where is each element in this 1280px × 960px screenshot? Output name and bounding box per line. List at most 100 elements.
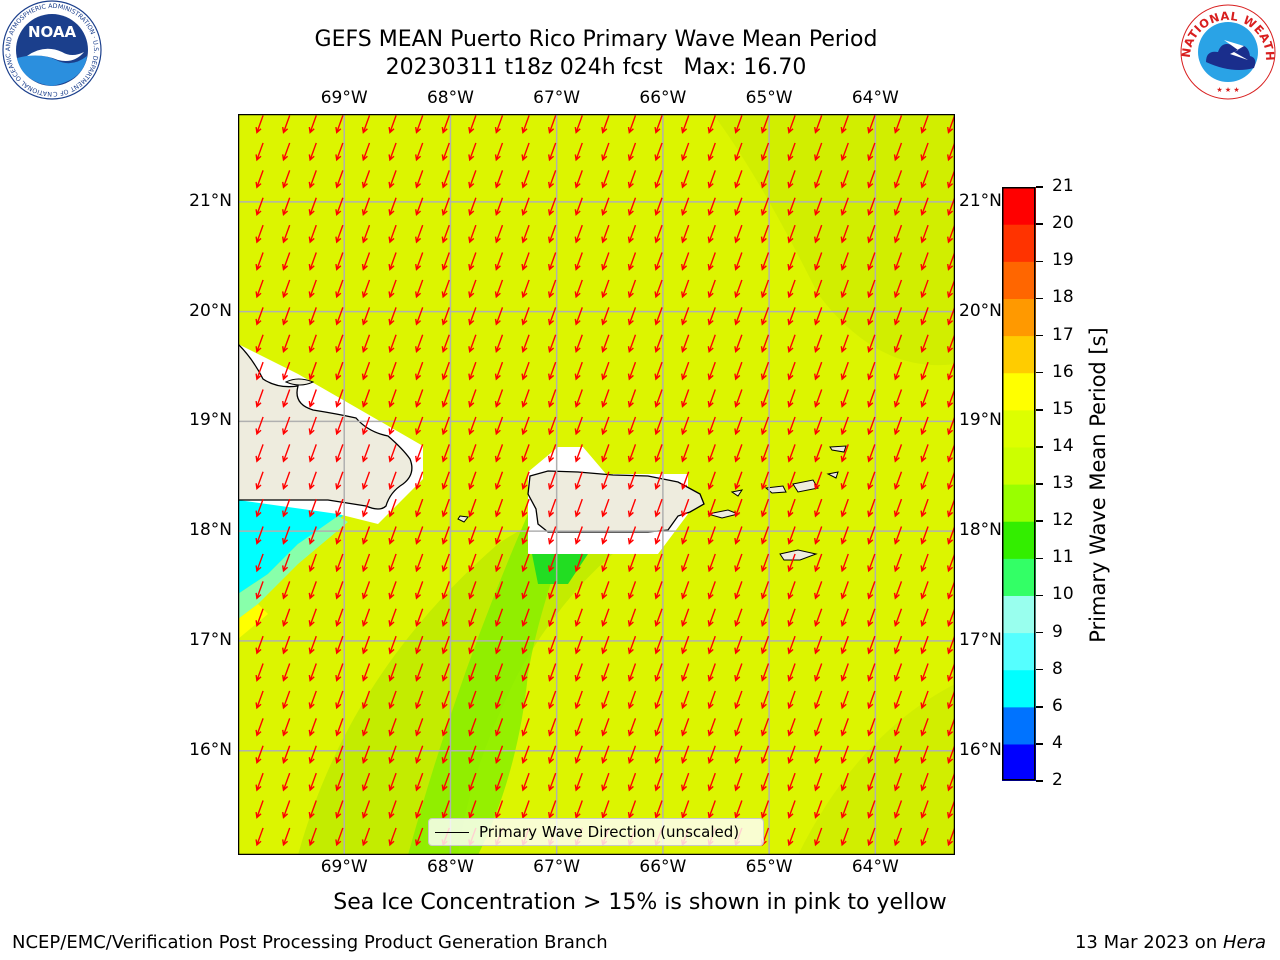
wave-arrow xyxy=(388,334,397,354)
wave-arrow xyxy=(494,197,504,217)
wave-arrow xyxy=(335,252,344,271)
wave-arrow xyxy=(282,635,291,655)
lat-label-right: 18°N xyxy=(959,520,1002,541)
wave-arrow xyxy=(654,498,663,518)
wave-arrow xyxy=(707,389,716,408)
wave-arrow xyxy=(574,170,583,189)
wave-arrow xyxy=(681,745,690,765)
wave-arrow xyxy=(255,827,264,847)
period-band-yellow xyxy=(238,604,268,639)
wave-arrow xyxy=(255,608,264,628)
wave-arrow xyxy=(627,361,637,381)
legend-label: Primary Wave Direction (unscaled) xyxy=(479,823,740,841)
wave-arrow xyxy=(654,115,663,134)
wave-arrow xyxy=(947,745,955,765)
wave-arrow xyxy=(787,224,796,244)
wave-arrow xyxy=(760,526,770,545)
wave-arrow xyxy=(494,361,504,381)
colorbar-segment xyxy=(1002,409,1036,448)
wave-arrow xyxy=(893,772,903,792)
colorbar-tick-label: 17 xyxy=(1052,324,1074,345)
wave-arrow xyxy=(920,170,929,189)
wave-arrow xyxy=(760,224,770,244)
colorbar-tick-mark xyxy=(1036,594,1043,597)
wave-arrow xyxy=(654,663,663,682)
wave-arrow xyxy=(601,389,610,408)
wave-arrow xyxy=(335,361,344,381)
wave-arrow xyxy=(415,444,424,463)
wave-arrow xyxy=(840,170,849,189)
wave-arrow xyxy=(947,690,955,710)
wave-arrow xyxy=(494,745,504,765)
wave-arrow xyxy=(734,635,743,655)
wave-arrow xyxy=(734,142,743,162)
wave-arrow xyxy=(947,663,955,682)
wave-arrow xyxy=(521,224,530,244)
wave-arrow xyxy=(681,279,690,299)
wave-arrow xyxy=(654,444,663,463)
wave-arrow xyxy=(867,416,876,436)
noaa-logo: NATIONAL OCEANIC AND ATMOSPHERIC ADMINIS… xyxy=(0,0,102,100)
wave-arrow xyxy=(388,252,397,271)
wave-direction-arrows xyxy=(255,115,955,847)
wave-arrow xyxy=(494,718,504,737)
wave-arrow xyxy=(920,827,929,847)
wave-arrow xyxy=(574,224,583,244)
wave-arrow xyxy=(494,526,504,545)
wave-arrow xyxy=(814,444,823,463)
wave-arrow xyxy=(441,635,450,655)
wave-arrow xyxy=(601,581,610,600)
wave-arrow xyxy=(947,635,955,655)
wave-arrow xyxy=(415,142,424,162)
wave-arrow xyxy=(255,334,264,354)
wave-arrow xyxy=(494,581,504,600)
wave-arrow xyxy=(494,498,504,518)
wave-arrow xyxy=(601,361,610,381)
wave-arrow xyxy=(867,334,876,354)
wave-arrow xyxy=(760,389,770,408)
wave-arrow xyxy=(441,389,450,408)
wave-arrow xyxy=(867,581,876,600)
wave-arrow xyxy=(707,608,716,628)
wave-arrow xyxy=(627,581,637,600)
land-anegada xyxy=(829,445,847,453)
wave-arrow xyxy=(388,772,397,792)
wave-arrow xyxy=(601,635,610,655)
wave-arrow xyxy=(681,224,690,244)
wave-arrow xyxy=(840,389,849,408)
wave-arrow xyxy=(255,142,264,162)
wave-arrow xyxy=(601,279,610,299)
wave-arrow xyxy=(255,581,264,600)
wave-arrow xyxy=(814,663,823,682)
lat-label-left: 18°N xyxy=(189,520,232,541)
wave-arrow xyxy=(787,498,796,518)
wave-arrow xyxy=(893,389,903,408)
wave-arrow xyxy=(920,526,929,545)
wave-arrow xyxy=(255,690,264,710)
wave-arrow xyxy=(335,197,344,217)
wave-arrow xyxy=(415,800,424,819)
land-puerto-rico xyxy=(527,470,705,533)
wave-arrow xyxy=(308,361,317,381)
wave-arrow xyxy=(734,526,743,545)
wave-arrow xyxy=(255,526,264,545)
wave-arrow xyxy=(814,252,823,271)
wave-arrow xyxy=(494,553,504,573)
wave-arrow xyxy=(415,718,424,737)
wave-arrow xyxy=(282,718,291,737)
wave-arrow xyxy=(654,526,663,545)
wave-arrow xyxy=(308,444,317,463)
wave-arrow xyxy=(867,745,876,765)
colorbar-tick-label: 8 xyxy=(1052,658,1063,679)
lon-label-top: 65°W xyxy=(745,88,793,108)
wave-arrow xyxy=(601,115,610,134)
wave-arrow xyxy=(521,197,530,217)
wave-arrow xyxy=(627,553,637,573)
wave-arrow xyxy=(255,361,264,381)
wave-arrow xyxy=(867,718,876,737)
wave-arrow xyxy=(308,252,317,271)
wave-arrow xyxy=(893,800,903,819)
wave-arrow xyxy=(601,444,610,463)
wave-arrow xyxy=(415,498,424,518)
wave-arrow xyxy=(734,444,743,463)
